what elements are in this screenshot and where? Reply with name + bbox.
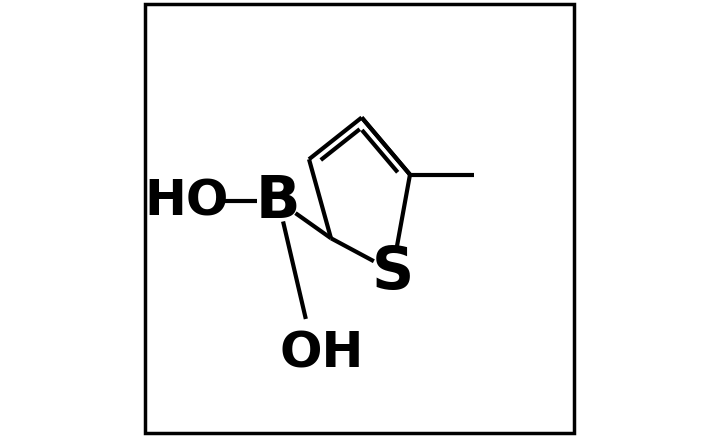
Text: S: S <box>371 243 413 300</box>
Text: HO: HO <box>144 177 229 226</box>
Text: OH: OH <box>280 328 365 377</box>
Text: B: B <box>256 173 301 230</box>
